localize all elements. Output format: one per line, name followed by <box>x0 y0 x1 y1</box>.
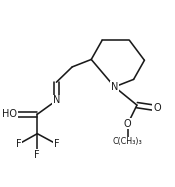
Text: N: N <box>111 82 118 92</box>
Text: F: F <box>16 139 21 149</box>
Text: F: F <box>34 150 40 160</box>
Text: C(CH₃)₃: C(CH₃)₃ <box>113 137 143 146</box>
Text: F: F <box>54 139 60 149</box>
Text: HO: HO <box>2 109 17 119</box>
Text: O: O <box>124 119 132 129</box>
Text: O: O <box>153 103 161 113</box>
Text: N: N <box>53 96 60 105</box>
